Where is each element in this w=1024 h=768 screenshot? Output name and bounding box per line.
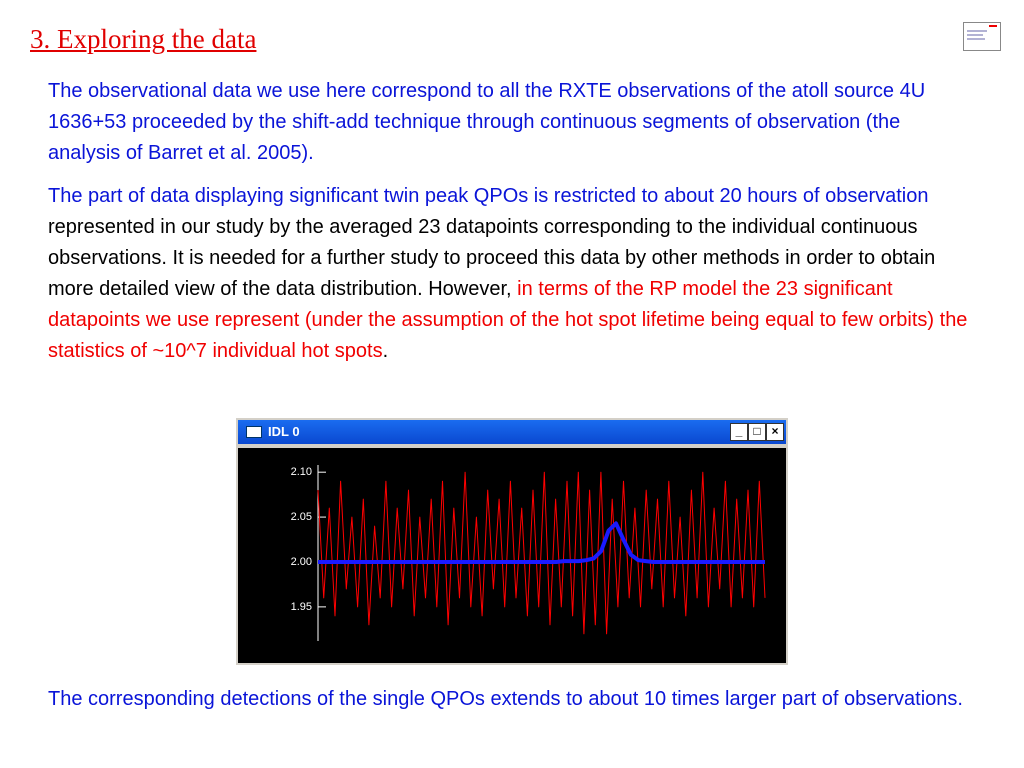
paragraph: The part of data displaying significant … — [48, 181, 973, 367]
y-tick-label: 2.10 — [291, 466, 312, 478]
window-icon — [246, 426, 262, 438]
text: in terms of the RP model the 23 signific… — [48, 278, 968, 362]
text: The part of data displaying significant … — [48, 185, 929, 207]
text: The corresponding detections of the sing… — [48, 688, 963, 710]
y-tick-label: 2.00 — [291, 556, 312, 568]
text: . — [382, 340, 389, 362]
data-line — [318, 521, 765, 564]
slide-title: 3. Exploring the data — [30, 24, 257, 54]
idl-window: IDL 0 _ □ × 2.10 2.05 2.00 1.95 — [236, 418, 788, 665]
plot-background — [238, 448, 786, 663]
paragraph: The corresponding detections of the sing… — [48, 684, 973, 715]
y-tick-label: 1.95 — [291, 601, 312, 613]
y-tick-label: 2.05 — [291, 511, 312, 523]
text: represented in our study by the averaged… — [48, 216, 936, 300]
paragraph: The observational data we use here corre… — [48, 76, 973, 169]
thumbnail-icon — [963, 22, 1001, 51]
maximize-button[interactable]: □ — [748, 423, 766, 441]
window-title: IDL 0 — [268, 424, 300, 439]
plot: 2.10 2.05 2.00 1.95 — [238, 448, 786, 663]
title-bar: IDL 0 _ □ × — [238, 420, 786, 444]
data-line — [317, 471, 766, 635]
minimize-button[interactable]: _ — [730, 423, 748, 441]
close-button[interactable]: × — [766, 423, 784, 441]
text: The observational data we use here corre… — [48, 80, 926, 164]
